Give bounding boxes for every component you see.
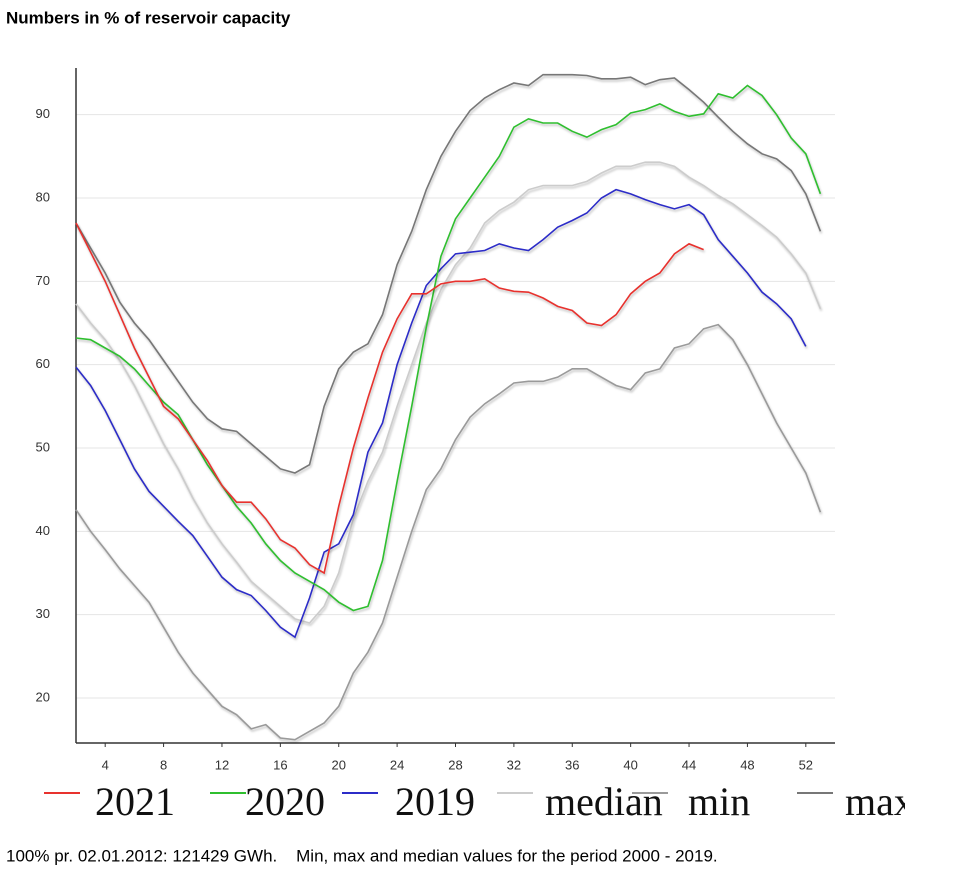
- series-line: [75, 188, 807, 639]
- legend-label: max: [845, 779, 914, 824]
- y-tick-label: 30: [36, 606, 50, 621]
- x-tick-label: 40: [623, 757, 637, 772]
- x-tick-label: 4: [102, 757, 109, 772]
- series-line: [75, 323, 822, 741]
- x-tick-label: 44: [682, 757, 696, 772]
- y-tick-label: 60: [36, 356, 50, 371]
- chart-title: Numbers in % of reservoir capacity: [6, 8, 291, 27]
- y-tick-label: 70: [36, 273, 50, 288]
- x-tick-label: 28: [448, 757, 462, 772]
- y-tick-label: 40: [36, 523, 50, 538]
- x-tick-label: 48: [740, 757, 754, 772]
- note: 100% pr. 02.01.2012: 121429 GWh. Min, ma…: [6, 846, 718, 865]
- y-tick-label: 90: [36, 106, 50, 121]
- x-tick-label: 24: [390, 757, 404, 772]
- series-line: [75, 73, 822, 474]
- legend: 2021 2020 2019 median min max: [44, 779, 914, 824]
- legend-label: 2019: [395, 779, 475, 824]
- x-tick-label: 32: [507, 757, 521, 772]
- x-tick-label: 8: [160, 757, 167, 772]
- x-tick-label: 36: [565, 757, 579, 772]
- legend-label: 2020: [245, 779, 325, 824]
- x-tick-label: 52: [799, 757, 813, 772]
- y-tick-label: 50: [36, 439, 50, 454]
- x-tick-label: 16: [273, 757, 287, 772]
- legend-label: 2021: [95, 779, 175, 824]
- x-tick-label: 20: [331, 757, 345, 772]
- legend-label: median: [545, 779, 663, 824]
- series-line: [75, 161, 822, 624]
- series-line: [75, 84, 822, 612]
- series-line: [75, 222, 704, 575]
- y-tick-label: 20: [36, 689, 50, 704]
- legend-label: min: [688, 779, 750, 824]
- x-tick-label: 12: [215, 757, 229, 772]
- y-tick-label: 80: [36, 189, 50, 204]
